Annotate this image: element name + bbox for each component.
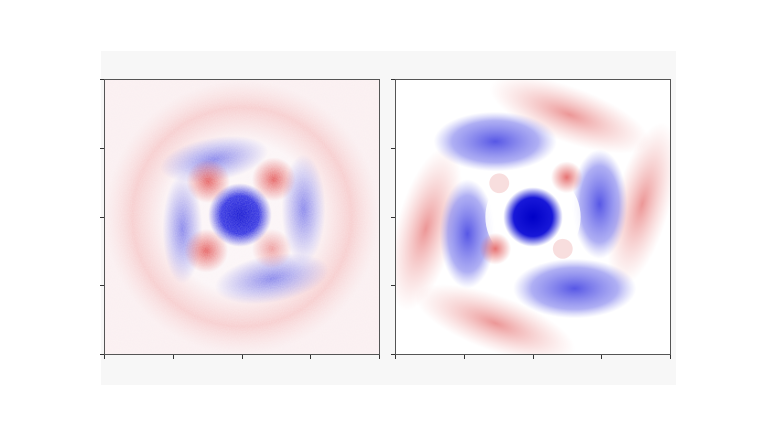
x-tick (670, 355, 671, 359)
right-central-core (503, 187, 563, 247)
x-tick (601, 355, 603, 359)
x-tick (532, 355, 534, 359)
y-tick (100, 79, 104, 80)
x-tick (395, 355, 396, 359)
right-red-arcs (396, 80, 670, 354)
y-tick (391, 285, 395, 287)
y-tick (391, 354, 395, 355)
y-tick (100, 354, 104, 355)
y-tick (100, 216, 104, 218)
y-tick (100, 285, 104, 287)
x-tick (104, 355, 105, 359)
right-map-panel (395, 79, 671, 355)
x-tick (463, 355, 465, 359)
right-red-lobes (479, 161, 583, 265)
y-tick (391, 79, 395, 80)
y-tick (391, 147, 395, 149)
x-tick (379, 355, 380, 359)
x-tick (310, 355, 312, 359)
left-map-image (105, 80, 379, 354)
x-tick (172, 355, 174, 359)
left-map-panel (104, 79, 380, 355)
right-map-image (396, 80, 670, 354)
y-tick (100, 147, 104, 149)
x-tick (241, 355, 243, 359)
y-tick (391, 216, 395, 218)
right-blue-arms (433, 111, 637, 319)
